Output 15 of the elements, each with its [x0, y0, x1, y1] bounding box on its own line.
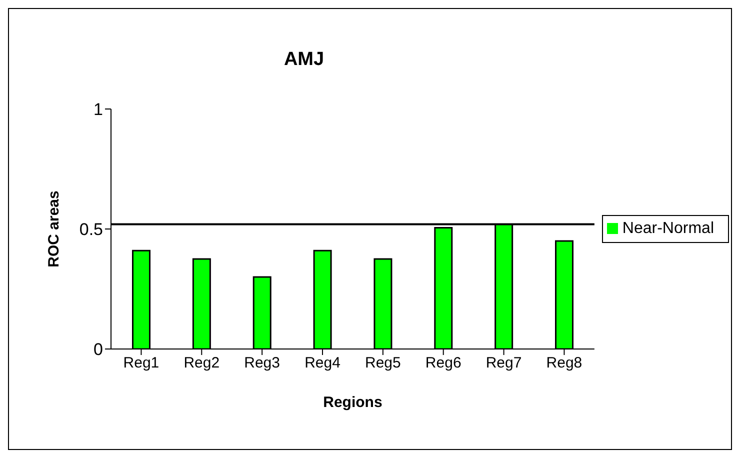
x-tick-label: Reg7: [486, 354, 522, 372]
chart-title: AMJ: [282, 49, 326, 71]
x-tick-label: Reg1: [123, 354, 160, 372]
legend-label: Near-Normal: [622, 220, 714, 237]
y-tick-label: 0: [94, 340, 103, 360]
y-tick-label: 0.5: [79, 220, 103, 240]
x-tick-label: Reg3: [244, 354, 280, 372]
y-tick-label: 1: [94, 100, 103, 120]
x-axis-title: Regions: [323, 394, 382, 411]
x-tick-label: Reg6: [425, 354, 462, 372]
x-tick-label: Reg4: [304, 354, 340, 372]
x-tick-label: Reg8: [546, 354, 582, 372]
y-axis-title: ROC areas: [45, 190, 62, 268]
x-tick-label: Reg5: [364, 354, 401, 372]
x-tick-label: Reg2: [184, 354, 220, 372]
